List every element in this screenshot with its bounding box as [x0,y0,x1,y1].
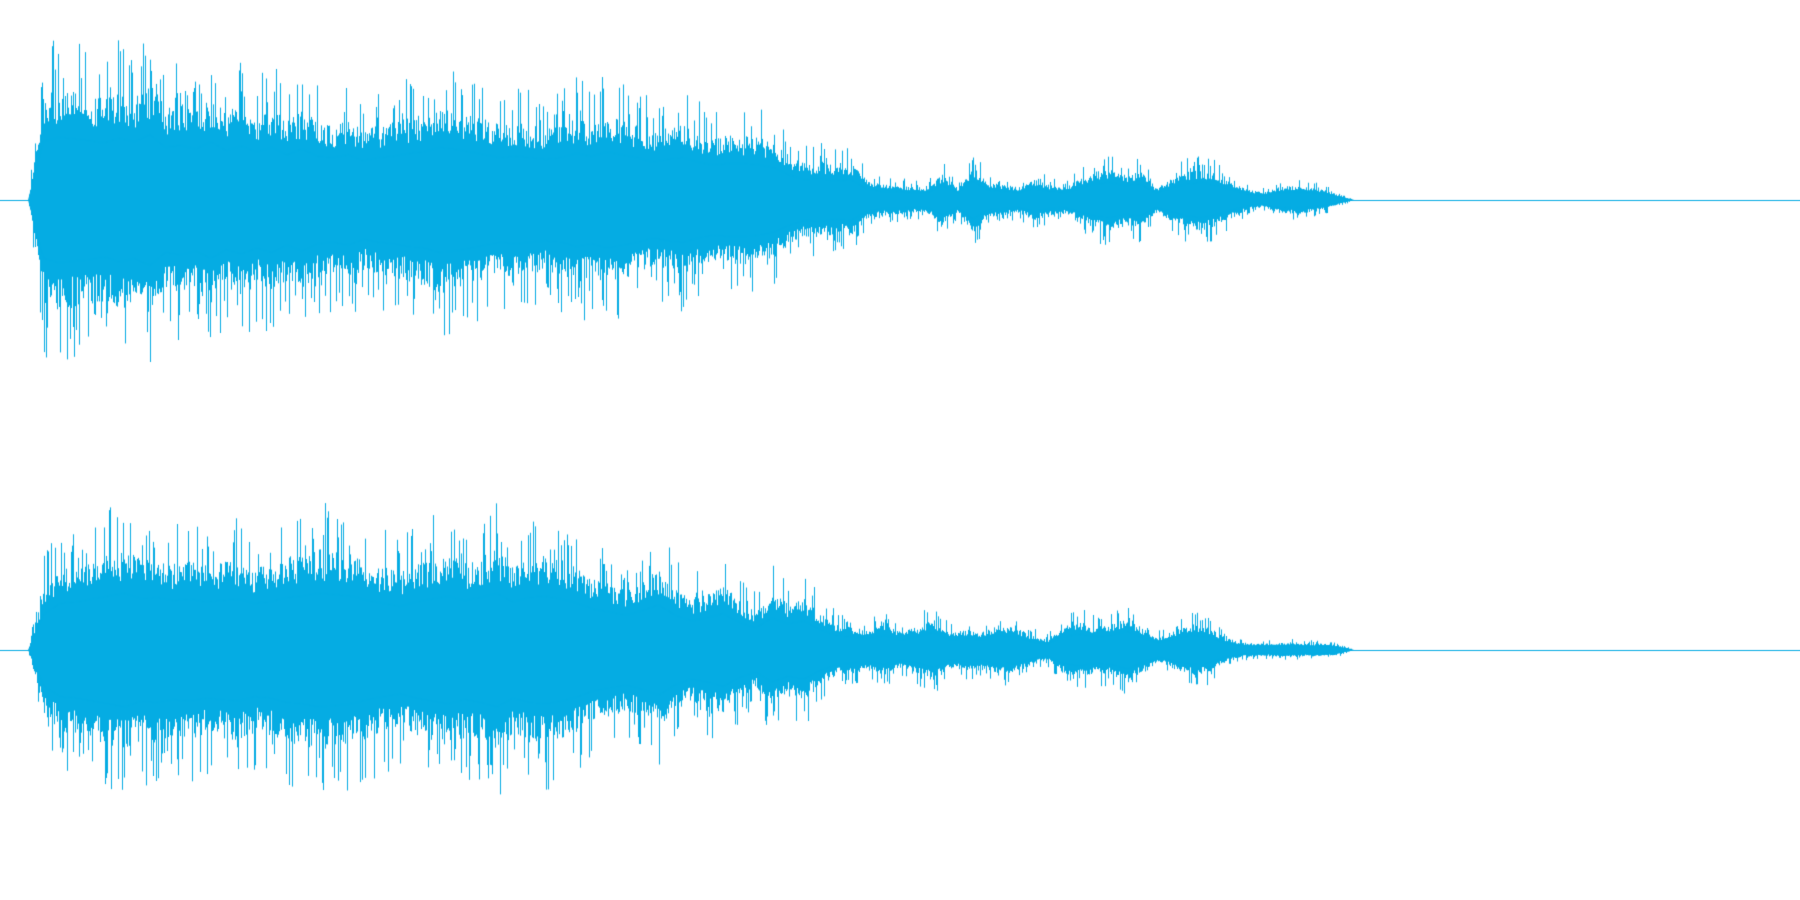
audio-waveform [0,0,1800,900]
